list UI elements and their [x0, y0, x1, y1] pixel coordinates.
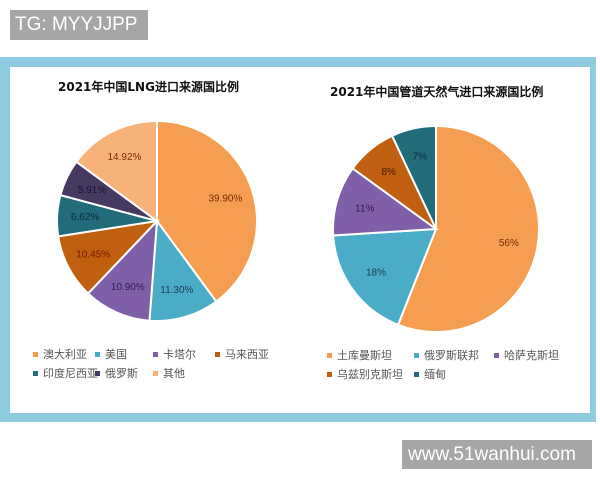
- legend-label: 美国: [105, 348, 127, 361]
- legend-label: 其他: [163, 367, 185, 380]
- legend-swatch-icon: [95, 370, 100, 376]
- left-chart-title: 2021年中国LNG进口来源国比例: [58, 80, 239, 94]
- legend-item: 马来西亚: [215, 346, 269, 362]
- legend-label: 哈萨克斯坦: [504, 349, 559, 362]
- tag-overlay: TG: MYYJJPP: [10, 10, 148, 40]
- pie-slice: [332, 167, 439, 237]
- legend-item: 俄罗斯联邦: [414, 347, 479, 363]
- legend-swatch-icon: [33, 370, 38, 376]
- legend-item: 哈萨克斯坦: [494, 347, 559, 363]
- pie-slice: [390, 124, 437, 230]
- legend-label: 澳大利亚: [43, 348, 87, 361]
- slice-label: 11.30%: [160, 285, 193, 296]
- legend-label: 俄罗斯: [105, 367, 138, 380]
- slice-label: 14.92%: [108, 152, 142, 163]
- legend-swatch-icon: [153, 351, 158, 357]
- right-chart-title: 2021年中国管道天然气进口来源国比例: [330, 85, 544, 99]
- slice-label: 5.91%: [78, 185, 106, 196]
- slice-label: 10.45%: [76, 249, 110, 260]
- slice-label: 10.90%: [111, 282, 145, 293]
- legend-item: 其他: [153, 365, 185, 381]
- legend-swatch-icon: [153, 370, 158, 376]
- legend-swatch-icon: [215, 351, 220, 357]
- legend-item: 乌兹别克斯坦: [327, 366, 403, 382]
- slice-label: 18%: [366, 268, 386, 279]
- legend-swatch-icon: [327, 352, 332, 358]
- legend-item: 土库曼斯坦: [327, 347, 392, 363]
- legend-item: 印度尼西亚: [33, 365, 98, 381]
- legend-label: 缅甸: [424, 368, 446, 381]
- legend-swatch-icon: [414, 371, 419, 377]
- pie-slice: [396, 124, 540, 333]
- legend-item: 缅甸: [414, 366, 446, 382]
- legend-swatch-icon: [494, 352, 499, 358]
- watermark-overlay: www.51wanhui.com: [402, 440, 592, 469]
- pie-slice: [74, 119, 158, 223]
- legend-swatch-icon: [95, 351, 100, 357]
- pie-slice: [156, 119, 258, 303]
- legend-swatch-icon: [33, 351, 38, 357]
- legend-label: 印度尼西亚: [43, 367, 98, 380]
- pie-slice: [332, 227, 438, 327]
- slice-label: 6.62%: [71, 212, 99, 223]
- legend-item: 俄罗斯: [95, 365, 138, 381]
- slice-label: 39.90%: [208, 194, 242, 205]
- pie-slice: [86, 218, 159, 322]
- slice-label: 8%: [382, 167, 397, 178]
- legend-swatch-icon: [414, 352, 419, 358]
- slice-label: 7%: [413, 152, 428, 163]
- pie-slice: [148, 218, 218, 322]
- legend-item: 澳大利亚: [33, 346, 87, 362]
- legend-label: 卡塔尔: [163, 348, 196, 361]
- legend-label: 乌兹别克斯坦: [337, 368, 403, 381]
- legend-label: 土库曼斯坦: [337, 349, 392, 362]
- slice-label: 11%: [355, 203, 374, 214]
- legend-label: 俄罗斯联邦: [424, 349, 479, 362]
- legend-label: 马来西亚: [225, 348, 269, 361]
- legend-item: 卡塔尔: [153, 346, 196, 362]
- slice-label: 56%: [499, 238, 519, 249]
- legend-item: 美国: [95, 346, 127, 362]
- legend-swatch-icon: [327, 371, 332, 377]
